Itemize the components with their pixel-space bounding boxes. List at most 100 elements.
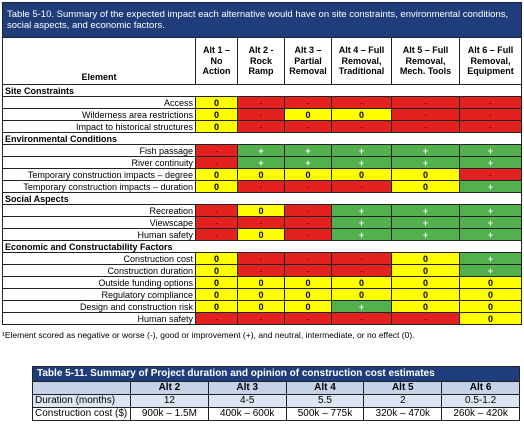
value-cell: 500k – 775k [285, 407, 365, 421]
corner-cell [32, 381, 131, 395]
score-row: Wilderness area restrictions 0-0 0- - [2, 108, 523, 121]
value-cell: 12 [130, 394, 209, 408]
score-cell: - [458, 96, 523, 109]
column-header: Alt 6 [441, 381, 520, 395]
score-cell: + [284, 144, 332, 157]
section-row: Environmental Conditions [1, 132, 523, 145]
score-cell: 0 [195, 96, 238, 109]
column-header: Alt 5 [363, 381, 443, 395]
score-row: Construction cost 0- - -0 + [2, 252, 523, 265]
score-cell: - [458, 168, 523, 181]
score-cell: - [331, 96, 392, 109]
score-row: Fish passage - + + + + + [2, 144, 523, 157]
score-cell: 0 [331, 168, 392, 181]
score-cell: + [391, 156, 460, 169]
column-header: Alt 4 – Full Removal, Traditional [331, 37, 392, 85]
score-cell: - [195, 228, 238, 241]
score-cell: - [391, 96, 460, 109]
score-cell: - [195, 204, 238, 217]
score-cell: - [458, 108, 523, 121]
score-row: Viewscape - - - + + + [2, 216, 523, 229]
score-cell: + [458, 264, 523, 277]
score-cell: 0 [391, 300, 460, 313]
score-cell: 0 [331, 108, 392, 121]
section-title: Environmental Conditions [1, 132, 523, 145]
score-cell: - [284, 96, 332, 109]
column-header: Alt 5 – Full Removal, Mech. Tools [391, 37, 460, 85]
score-cell: + [458, 252, 523, 265]
score-cell: 0 [391, 264, 460, 277]
score-cell: 0 [391, 252, 460, 265]
score-cell: 0 [195, 276, 238, 289]
score-cell: 0 [195, 300, 238, 313]
score-cell: 0 [195, 288, 238, 301]
element-label: Regulatory compliance [2, 288, 196, 301]
element-label: Human safety [2, 228, 196, 241]
score-cell: 0 [237, 288, 285, 301]
value-cell: 0.5-1.2 [441, 394, 520, 408]
data-row: Duration (months) 12 4-5 5.5 2 0.5-1.2 [32, 394, 520, 408]
column-header: Alt 2 - Rock Ramp [237, 37, 285, 85]
score-cell: 0 [237, 228, 285, 241]
score-cell: 0 [284, 168, 332, 181]
score-cell: + [458, 228, 523, 241]
value-cell: 400k – 600k [207, 407, 287, 421]
score-cell: 0 [195, 108, 238, 121]
score-cell: - [391, 108, 460, 121]
score-row: Access 0- - - - - [2, 96, 523, 109]
column-header: Element [2, 37, 196, 85]
section-title: Economic and Constructability Factors [1, 240, 523, 253]
header-row: Alt 2 Alt 3 Alt 4 Alt 5 Alt 6 [32, 381, 520, 395]
element-label: River continuity [2, 156, 196, 169]
score-cell: - [284, 204, 332, 217]
score-cell: 0 [284, 300, 332, 313]
score-cell: 0 [391, 168, 460, 181]
score-cell: - [195, 216, 238, 229]
section-title: Site Constraints [1, 84, 523, 97]
score-cell: + [331, 300, 392, 313]
score-cell: - [195, 312, 238, 325]
score-cell: - [237, 264, 285, 277]
score-cell: 0 [331, 276, 392, 289]
score-row: Recreation -0- + + + [2, 204, 523, 217]
section-row: Site Constraints [1, 84, 523, 97]
score-cell: - [284, 228, 332, 241]
score-cell: 0 [195, 180, 238, 193]
score-cell: + [391, 204, 460, 217]
score-cell: 0 [237, 300, 285, 313]
score-row: Construction duration 0- - -0 + [2, 264, 523, 277]
score-cell: + [391, 144, 460, 157]
element-label: Impact to historical structures [2, 120, 196, 133]
section-row: Economic and Constructability Factors [1, 240, 523, 253]
value-cell: 2 [363, 394, 443, 408]
section-row: Social Aspects [1, 192, 523, 205]
table-title: Table 5-10. Summary of the expected impa… [1, 2, 523, 38]
cost-table: Table 5-11. Summary of Project duration … [32, 366, 520, 421]
score-cell: + [458, 144, 523, 157]
score-row: Human safety -0- + + + [2, 228, 523, 241]
score-cell: + [331, 216, 392, 229]
score-cell: - [237, 312, 285, 325]
score-cell: + [458, 204, 523, 217]
row-label: Construction cost ($) [32, 407, 131, 421]
score-cell: + [237, 144, 285, 157]
column-header: Alt 6 – Full Removal, Equipment [458, 37, 523, 85]
column-header: Alt 2 [130, 381, 209, 395]
score-cell: + [391, 216, 460, 229]
column-header: Alt 3 – Partial Removal [284, 37, 332, 85]
score-cell: - [284, 264, 332, 277]
score-cell: 0 [331, 288, 392, 301]
element-label: Recreation [2, 204, 196, 217]
score-row: Human safety - - - - -0 [2, 312, 523, 325]
score-row: Impact to historical structures 0- - - - - [2, 120, 523, 133]
score-cell: + [284, 156, 332, 169]
score-cell: + [331, 204, 392, 217]
row-label: Duration (months) [32, 394, 131, 408]
table-title: Table 5-11. Summary of Project duration … [32, 366, 520, 382]
element-label: Outside funding options [2, 276, 196, 289]
score-cell: - [284, 312, 332, 325]
score-cell: 0 [391, 288, 460, 301]
score-cell: - [237, 120, 285, 133]
value-cell: 260k – 420k [441, 407, 520, 421]
